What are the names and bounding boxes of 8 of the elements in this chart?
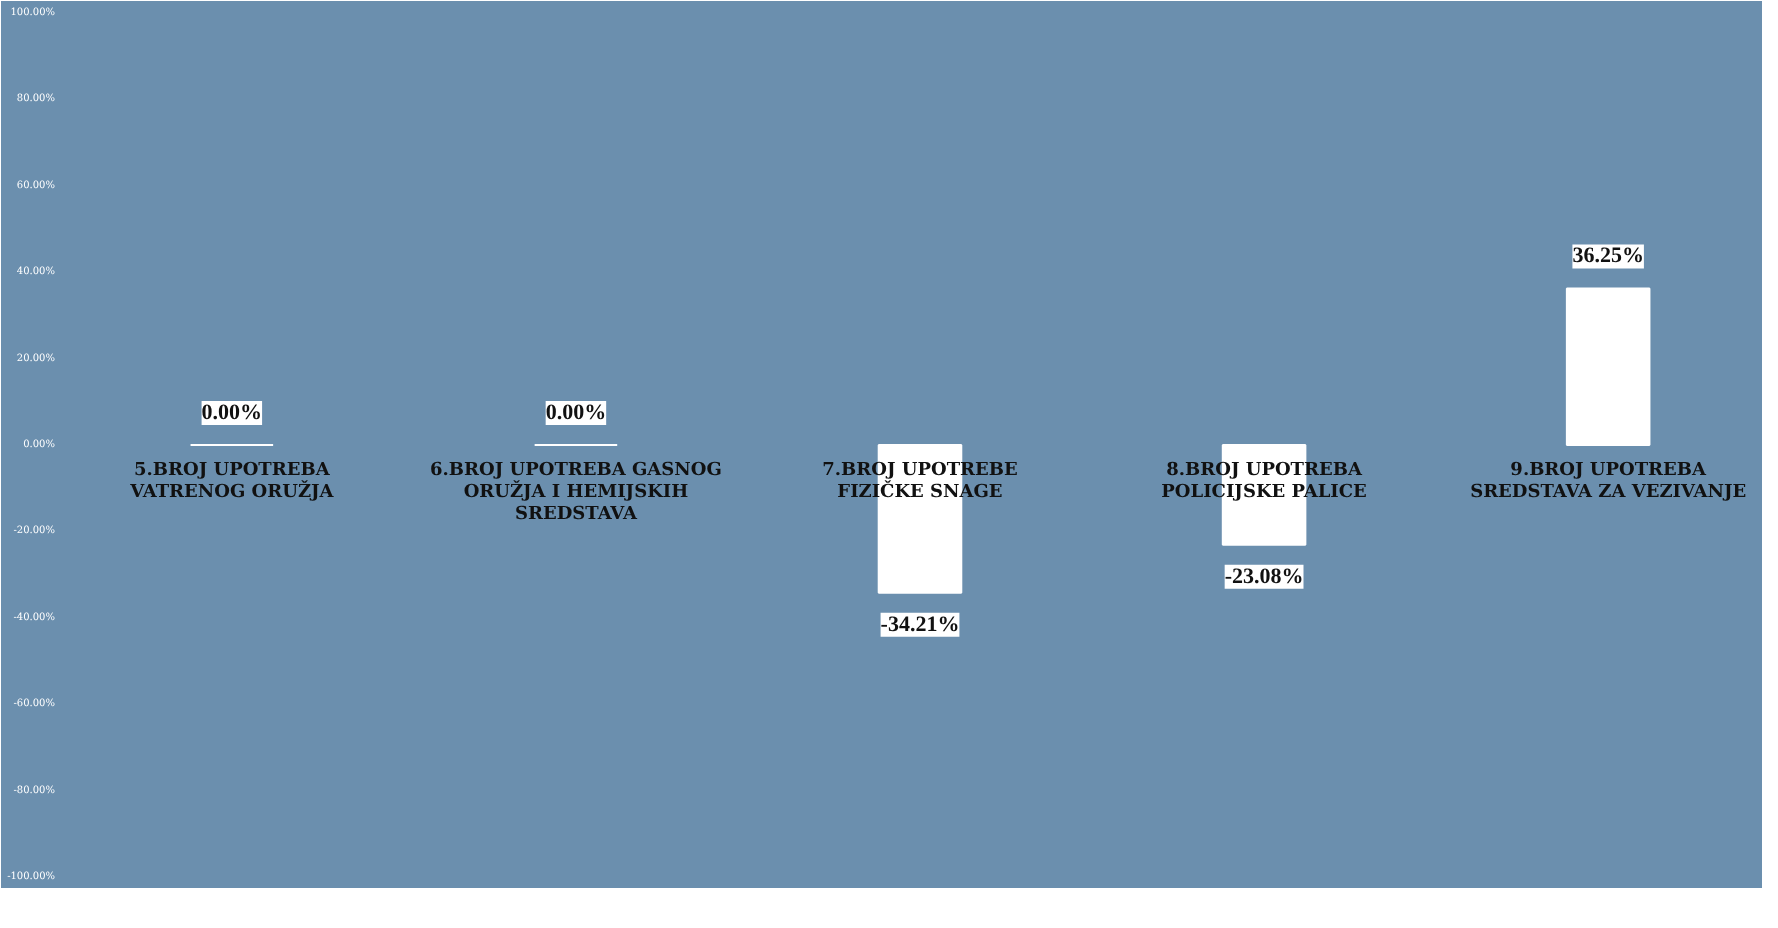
- x-tick-label: 6.BROJ UPOTREBA GASNOG ORUŽJA I HEMIJSKIH SREDSTAVA: [430, 461, 722, 525]
- data-label: 0.00%: [201, 401, 263, 425]
- data-label: -23.08%: [1224, 564, 1304, 589]
- data-label: 36.25%: [1572, 244, 1644, 269]
- x-tick-label: 5.BROJ UPOTREBA VATRENOG ORUŽJA: [128, 461, 336, 503]
- data-label: 0.00%: [545, 401, 607, 425]
- data-label: -34.21%: [880, 612, 960, 637]
- x-tick-label: 9.BROJ UPOTREBA SREDSTAVA ZA VEZIVANJE: [1470, 461, 1747, 503]
